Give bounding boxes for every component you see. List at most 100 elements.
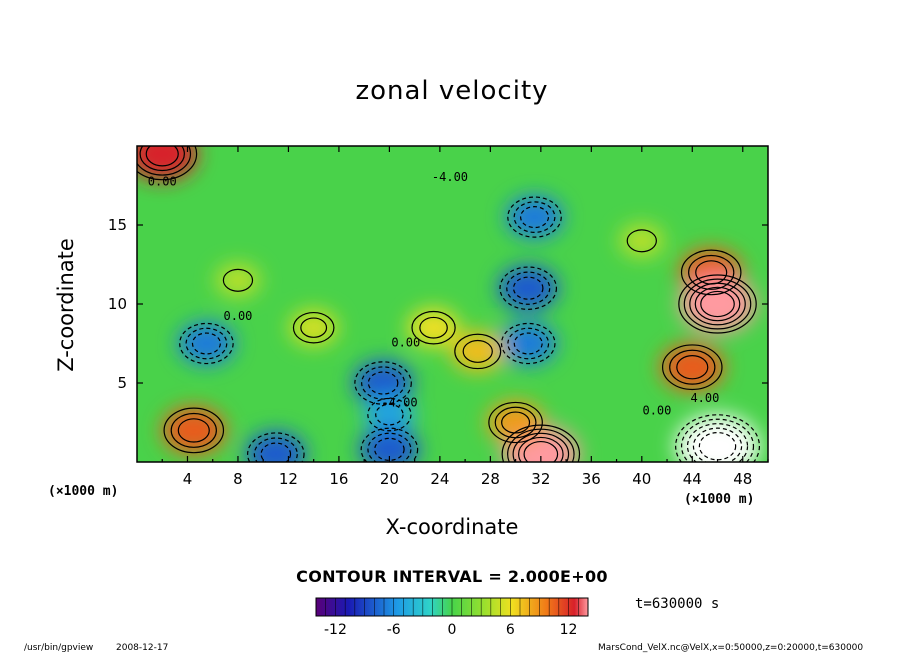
x-tick-label: 36 [581,470,601,488]
x-axis-label: X-coordinate [385,515,519,539]
contour-line [499,266,558,310]
contour-line [507,327,550,360]
x-tick-label: 32 [531,470,551,488]
contour-line [137,146,198,181]
contour-line [680,249,742,296]
contour-line [512,432,570,462]
contour-line [680,418,755,462]
contour-line [520,206,550,229]
contour-label: 0.00 [391,336,420,350]
velocity-feature-15 [450,331,505,372]
contour-line [260,442,292,462]
y-tick-label: 10 [107,295,127,313]
y-axis-unit: (×1000 m) [48,484,119,499]
contour-line [675,414,761,462]
x-tick-label: 28 [480,470,500,488]
contour-label: -4.00 [381,396,417,410]
contour-label: 0.00 [224,309,253,323]
contour-line [512,276,544,300]
plot-background-field [137,146,768,462]
colorbar-tick-label: 12 [559,622,578,638]
contour-line [367,432,412,462]
contour-line [419,316,448,339]
contour-line [145,146,179,167]
y-tick-label: 5 [117,374,127,392]
contour-line [500,322,556,365]
velocity-feature-17 [289,309,338,346]
y-tick-label: 15 [107,216,127,234]
contour-line [163,407,225,454]
contour-line [676,355,709,380]
contour-line [454,333,502,370]
contour-line [689,282,746,326]
contour-line [513,201,556,233]
contour-line [694,286,741,322]
contour-line [688,254,735,290]
contour-line [686,423,749,462]
velocity-feature-13 [675,415,760,462]
contour-interval-label: CONTOUR INTERVAL = 2.000E+00 [296,567,608,586]
footer-path: /usr/bin/gpview [24,643,94,653]
contour-line [139,146,185,172]
contour-line [354,361,412,405]
contour-line [361,366,406,400]
contour-line [374,437,405,461]
contour-line [253,437,298,462]
contour-line [683,278,752,330]
contour-label: 0.00 [148,175,177,189]
x-tick-label: 12 [278,470,298,488]
velocity-feature-5 [499,321,558,366]
contour-line [185,327,228,360]
velocity-feature-18 [215,263,261,298]
time-label: t=630000 s [635,596,720,612]
contour-line [678,274,757,334]
contour-line [177,418,210,443]
x-tick-label: 40 [632,470,652,488]
contour-line [506,271,551,305]
x-tick-label: 44 [682,470,702,488]
contour-line [137,146,192,176]
contour-line [523,440,559,462]
colorbar-tick-label: -12 [323,622,347,638]
y-axis-label: Z-coordinate [54,238,78,372]
colorbar-tick-label: -6 [386,622,401,638]
contour-line [222,268,254,292]
contour-line [191,332,221,355]
velocity-feature-16 [407,308,460,347]
velocity-feature-7 [359,426,420,462]
contour-line [626,229,657,253]
x-tick-label: 8 [233,470,243,488]
chart-title: zonal velocity [355,76,549,106]
contour-line [367,371,399,395]
contour-line [700,290,735,318]
contour-line [513,332,543,355]
contour-label: 4.00 [690,391,719,405]
contour-line [669,349,716,385]
contour-line [300,317,328,338]
contour-line [411,310,456,345]
footer-source: MarsCond_VelX.nc@VelX,x=0:50000,z=0:2000… [598,643,864,653]
contour-line [367,397,412,432]
contour-line [494,406,537,439]
colorbar-tick-label: 6 [505,622,515,638]
contour-line [462,339,493,363]
contour-line [501,411,531,434]
velocity-feature-2 [363,395,415,434]
footer-date: 2008-12-17 [116,643,169,653]
contour-line [247,432,305,462]
x-tick-label: 20 [379,470,399,488]
x-tick-label: 24 [430,470,450,488]
contour-line [375,403,404,426]
velocity-feature-20 [619,224,665,258]
x-axis-unit: (×1000 m) [684,492,755,507]
x-tick-label: 4 [182,470,193,488]
x-tick-label: 48 [733,470,753,488]
velocity-feature-19 [137,146,198,181]
contour-label: -4.00 [432,170,468,184]
contour-line [292,311,335,344]
contour-line [170,412,217,448]
contour-line [507,196,562,238]
contour-line [360,427,419,462]
contour-line [661,344,723,391]
contour-label: 0.00 [642,404,671,418]
